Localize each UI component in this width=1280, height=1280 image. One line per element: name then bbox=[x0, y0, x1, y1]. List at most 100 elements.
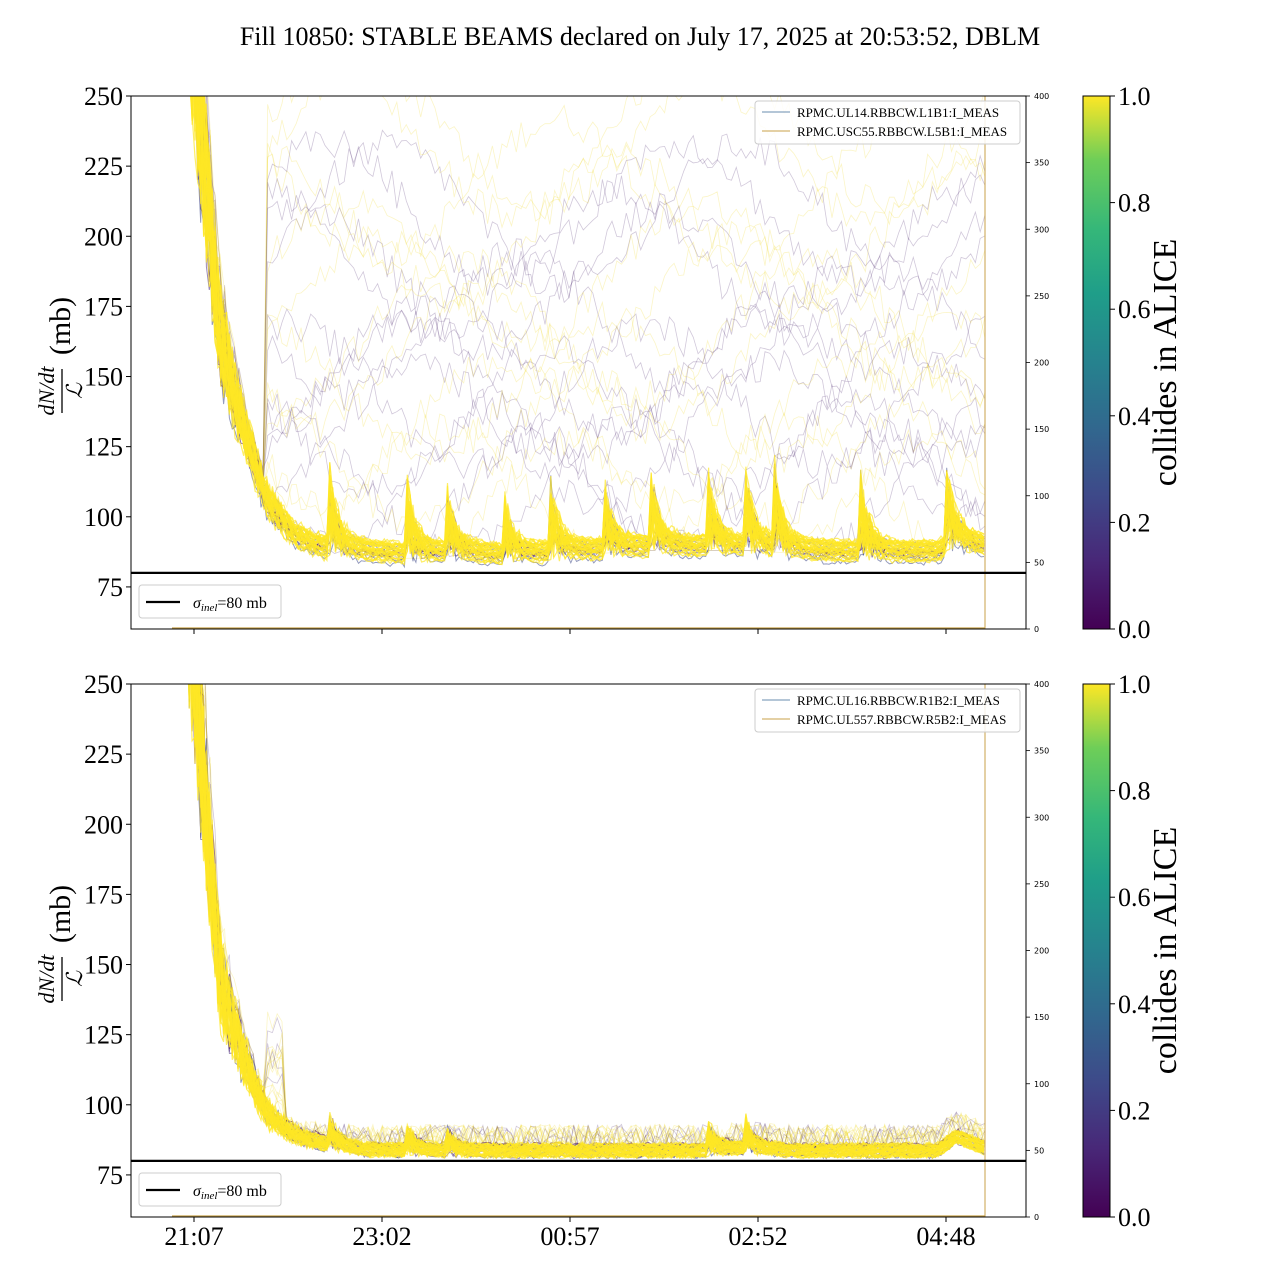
faint-trace bbox=[195, 96, 986, 473]
faint-trace bbox=[204, 96, 986, 497]
colorbar-tick-label: 0.4 bbox=[1118, 402, 1151, 431]
x-tick-label: 23:02 bbox=[352, 1222, 411, 1251]
sigma-legend: σinel=80 mb bbox=[138, 584, 282, 619]
y2-tick-label: 400 bbox=[1034, 92, 1049, 101]
y2-tick-label: 150 bbox=[1034, 1013, 1049, 1022]
legend-label-2: RPMC.USC55.RBBCW.L5B1:I_MEAS bbox=[797, 124, 1007, 139]
colorbar-tick-label: 0.2 bbox=[1118, 508, 1151, 537]
sigma-subscript: inel bbox=[201, 1190, 218, 1202]
bottom-panel: 75 100 125 150 175 200 225 250 0 50 100 150 200 250 30… bbox=[34, 670, 1184, 1251]
x-tick-label: 02:52 bbox=[728, 1222, 787, 1251]
faint-trace bbox=[201, 96, 986, 498]
band-trace bbox=[199, 96, 985, 548]
y-tick-label: 175 bbox=[84, 880, 123, 909]
colorbar-label: collides in ALICE bbox=[1147, 827, 1184, 1074]
faint-trace bbox=[195, 96, 986, 485]
colorbar-tick-label: 0.6 bbox=[1118, 883, 1151, 912]
x-tick-label: 00:57 bbox=[540, 1222, 599, 1251]
band-trace bbox=[193, 684, 985, 1160]
y2-tick-label: 50 bbox=[1034, 558, 1044, 567]
faint-trace bbox=[200, 96, 986, 484]
faint-trace bbox=[199, 96, 986, 533]
y2-tick-label: 150 bbox=[1034, 425, 1049, 434]
colorbar-tick-label: 0.2 bbox=[1118, 1096, 1151, 1125]
y-label-numerator: dN/dt bbox=[34, 954, 59, 1004]
y-tick-label: 100 bbox=[84, 503, 123, 532]
faint-trace bbox=[203, 96, 986, 478]
y-axis-label: dN/dt ℒ (mb) bbox=[34, 885, 87, 1004]
band-trace bbox=[198, 96, 985, 565]
legend-box bbox=[754, 100, 1021, 145]
sigma-subscript: inel bbox=[201, 602, 218, 614]
sigma-legend-box bbox=[138, 1172, 282, 1207]
band-trace bbox=[195, 96, 985, 550]
x-tick-label: 21:07 bbox=[164, 1222, 223, 1251]
colorbar bbox=[1082, 683, 1111, 1218]
faint-trace bbox=[206, 96, 986, 475]
figure-title: Fill 10850: STABLE BEAMS declared on Jul… bbox=[240, 22, 1040, 51]
series-legend: RPMC.UL16.RBBCW.R1B2:I_MEAS RPMC.UL557.RB… bbox=[754, 688, 1021, 733]
faint-trace bbox=[202, 96, 986, 486]
legend-box bbox=[754, 688, 1021, 733]
y-label-unit: (mb) bbox=[44, 297, 77, 355]
y-label-denominator: ℒ bbox=[62, 382, 87, 399]
sigma-symbol: σ bbox=[193, 595, 202, 612]
y2-tick-label: 100 bbox=[1034, 1080, 1049, 1089]
y2-tick-label: 350 bbox=[1034, 747, 1049, 756]
y2-tick-label: 300 bbox=[1034, 813, 1049, 822]
y-tick-label: 125 bbox=[84, 1021, 123, 1050]
faint-trace bbox=[198, 96, 986, 517]
colorbar-label: collides in ALICE bbox=[1147, 239, 1184, 486]
y-tick-label: 150 bbox=[84, 363, 123, 392]
sigma-legend-label: σinel=80 mb bbox=[193, 1183, 267, 1202]
faint-trace bbox=[197, 96, 986, 480]
faint-trace bbox=[201, 96, 986, 482]
sigma-value: =80 mb bbox=[217, 595, 266, 612]
y-label-numerator: dN/dt bbox=[34, 366, 59, 416]
y2-tick-label: 200 bbox=[1034, 359, 1049, 368]
colorbar-tick-label: 0.0 bbox=[1118, 1203, 1151, 1232]
band-trace bbox=[197, 684, 985, 1150]
y-tick-label: 250 bbox=[84, 670, 123, 699]
faint-trace bbox=[198, 96, 984, 493]
band-trace bbox=[198, 684, 985, 1151]
colorbar-tick-label: 1.0 bbox=[1118, 670, 1151, 699]
sigma-value: =80 mb bbox=[217, 1183, 266, 1200]
colorbar-tick-label: 1.0 bbox=[1118, 82, 1151, 111]
y2-tick-label: 0 bbox=[1034, 625, 1039, 634]
band-trace bbox=[195, 684, 985, 1152]
y-tick-label: 225 bbox=[84, 152, 123, 181]
colorbar bbox=[1082, 95, 1111, 630]
band-trace bbox=[189, 684, 985, 1155]
y2-tick-label: 250 bbox=[1034, 292, 1049, 301]
legend-label-1: RPMC.UL14.RBBCW.L1B1:I_MEAS bbox=[797, 105, 999, 120]
y2-tick-label: 400 bbox=[1034, 680, 1049, 689]
sigma-symbol: σ bbox=[193, 1183, 202, 1200]
faint-trace bbox=[195, 96, 986, 521]
colorbar-tick-label: 0.6 bbox=[1118, 295, 1151, 324]
y-tick-label: 100 bbox=[84, 1091, 123, 1120]
band-trace bbox=[190, 96, 985, 564]
series-legend: RPMC.UL14.RBBCW.L1B1:I_MEAS RPMC.USC55.RB… bbox=[754, 100, 1021, 145]
faint-trace bbox=[196, 96, 986, 557]
faint-trace bbox=[202, 96, 986, 503]
y2-tick-label: 350 bbox=[1034, 159, 1049, 168]
legend-label-2: RPMC.UL557.RBBCW.R5B2:I_MEAS bbox=[797, 712, 1006, 727]
y-tick-label: 75 bbox=[97, 1161, 123, 1190]
colorbar-tick-label: 0.8 bbox=[1118, 777, 1151, 806]
faint-trace bbox=[196, 96, 986, 478]
y-tick-label: 125 bbox=[84, 433, 123, 462]
y-tick-label: 225 bbox=[84, 740, 123, 769]
y-label-denominator: ℒ bbox=[62, 970, 87, 987]
y-tick-label: 75 bbox=[97, 573, 123, 602]
top-panel: 75 100 125 150 175 200 225 250 0 50 100 150 200 250 30… bbox=[34, 82, 1184, 644]
data-traces bbox=[189, 96, 986, 569]
y2-tick-label: 200 bbox=[1034, 947, 1049, 956]
faint-trace bbox=[202, 96, 986, 485]
y2-tick-label: 0 bbox=[1034, 1213, 1039, 1222]
y2-tick-label: 250 bbox=[1034, 880, 1049, 889]
band-trace bbox=[196, 96, 985, 557]
y-tick-label: 250 bbox=[84, 82, 123, 111]
y2-tick-label: 100 bbox=[1034, 492, 1049, 501]
